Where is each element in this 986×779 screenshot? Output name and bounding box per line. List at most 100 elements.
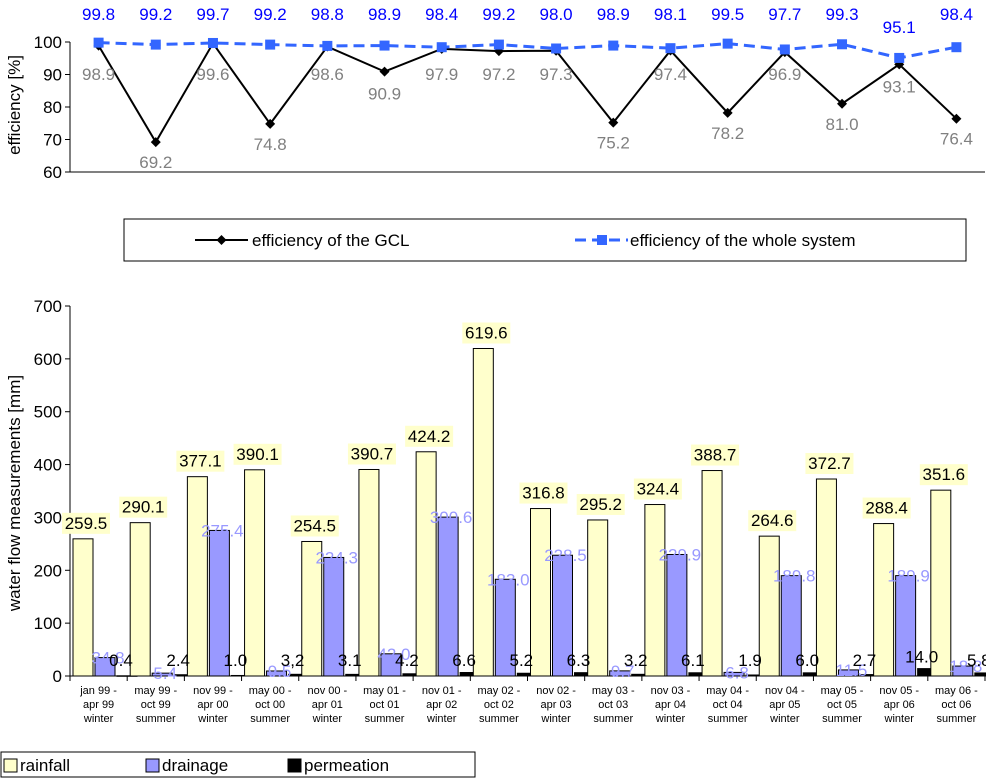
efficiency-y-tick-label: 80	[43, 98, 62, 117]
efficiency-data-labels: 99.8 99.2 99.7 99.2 98.8 98.9 98.4 99.2 98.0 98.9…	[82, 5, 973, 172]
category-label: oct 03	[598, 699, 628, 711]
water-flow-chart: 0 100 200 300 400 500 600 700 water flow measur…	[5, 297, 986, 725]
category-label: apr 01	[312, 699, 343, 711]
permeation-bar	[974, 672, 986, 677]
drainage-bar	[552, 554, 573, 677]
rainfall-bar	[701, 470, 723, 677]
category-label: summer	[136, 713, 176, 725]
gcl-efficiency-point	[608, 117, 619, 128]
system-efficiency-point	[951, 42, 962, 53]
category-label: summer	[708, 713, 748, 725]
system-efficiency-point	[722, 38, 733, 49]
rainfall-bar	[358, 468, 380, 677]
rainfall-bar	[587, 519, 609, 677]
gcl-efficiency-point	[894, 59, 905, 70]
water-flow-axis-title: water flow measurements [mm]	[5, 375, 24, 612]
permeation-label: 5.2	[509, 651, 533, 670]
category-label: nov 05 -	[879, 685, 919, 697]
system-efficiency-label: 99.2	[482, 5, 515, 24]
permeation-label: 6.6	[452, 651, 476, 670]
drainage-label: 228.5	[544, 546, 587, 565]
category-label: winter	[540, 713, 571, 725]
category-label: apr 06	[884, 699, 915, 711]
system-efficiency-point	[779, 44, 790, 55]
drainage-label: 5.4	[153, 664, 177, 683]
system-efficiency-point	[493, 39, 504, 50]
water-flow-category-labels: jan 99 - apr 99 winter may 99 - oct 99 summer…	[79, 685, 978, 725]
drainage-label: 183.0	[487, 570, 530, 589]
system-efficiency-point	[665, 43, 676, 54]
permeation-label: 2.7	[853, 651, 877, 670]
system-efficiency-label: 98.9	[368, 5, 401, 24]
rainfall-label: 288.4	[865, 499, 908, 518]
gcl-efficiency-point	[837, 98, 848, 109]
water-flow-y-tick-label: 500	[34, 403, 62, 422]
system-efficiency-point	[322, 40, 333, 51]
rainfall-label-background	[62, 512, 110, 534]
rainfall-label: 316.8	[522, 484, 565, 503]
category-label: summer	[937, 713, 977, 725]
category-label: may 00 -	[249, 685, 292, 697]
rainfall-bar	[930, 489, 952, 677]
rainfall-bar	[301, 540, 323, 677]
rainfall-label-background	[919, 464, 968, 486]
category-label: winter	[426, 713, 457, 725]
rainfall-bar	[415, 451, 437, 677]
gcl-efficiency-point	[150, 137, 161, 148]
system-efficiency-point	[551, 43, 562, 54]
system-efficiency-label: 99.2	[254, 5, 287, 24]
permeation-label: 6.3	[567, 651, 591, 670]
category-label: winter	[83, 713, 114, 725]
rainfall-label-background	[119, 496, 168, 518]
rainfall-label-background	[176, 450, 225, 472]
legend-drainage-swatch	[145, 758, 160, 773]
system-efficiency-point	[379, 40, 390, 51]
permeation-label: 3.2	[624, 651, 648, 670]
category-label: may 03 -	[592, 685, 635, 697]
legend-system-marker	[597, 235, 607, 245]
rainfall-label: 388.7	[694, 446, 737, 465]
permeation-label: 1.0	[224, 651, 248, 670]
rainfall-label-background	[290, 515, 339, 537]
category-label: nov 04 -	[765, 685, 805, 697]
category-label: may 99 -	[134, 685, 177, 697]
gcl-efficiency-label: 75.2	[597, 134, 630, 153]
category-label: may 02 -	[478, 685, 521, 697]
drainage-bar	[151, 672, 173, 677]
rainfall-label: 351.6	[923, 465, 966, 484]
category-label: winter	[769, 713, 800, 725]
category-label: oct 99	[141, 699, 171, 711]
system-efficiency-label: 98.8	[311, 5, 344, 24]
gcl-efficiency-label: 99.6	[196, 65, 229, 84]
system-efficiency-label: 98.1	[654, 5, 687, 24]
permeation-label: 6.1	[681, 651, 705, 670]
legend-system-label: efficiency of the whole system	[630, 231, 856, 250]
drainage-bar	[837, 669, 859, 677]
water-flow-y-tick-label: 200	[34, 561, 62, 580]
drainage-bar	[494, 578, 516, 677]
gcl-efficiency-label: 97.4	[654, 65, 687, 84]
gcl-efficiency-label: 98.6	[311, 65, 344, 84]
rainfall-bar	[129, 522, 151, 677]
permeation-label: 6.0	[795, 651, 819, 670]
system-efficiency-label: 98.4	[425, 5, 458, 24]
efficiency-series	[93, 37, 962, 148]
system-efficiency-point	[150, 39, 161, 50]
drainage-bar	[208, 529, 230, 677]
permeation-label: 5.8	[967, 651, 986, 670]
efficiency-legend: efficiency of the GCL efficiency of the …	[123, 218, 967, 262]
system-efficiency-point	[436, 42, 447, 53]
efficiency-y-tick-label: 60	[43, 163, 62, 182]
drainage-label: 42.0	[377, 645, 410, 664]
category-label: may 04 -	[706, 685, 749, 697]
permeation-label: 1.9	[738, 651, 762, 670]
drainage-label: 11.5	[836, 661, 868, 680]
category-label: nov 03 -	[651, 685, 691, 697]
permeation-label: 3,2	[281, 651, 305, 670]
gcl-efficiency-label: 81.0	[825, 115, 858, 134]
rainfall-bar	[72, 538, 94, 677]
drainage-bar	[666, 553, 688, 677]
drainage-label: 189.9	[887, 567, 930, 586]
water-flow-y-tick-label: 400	[34, 456, 62, 475]
